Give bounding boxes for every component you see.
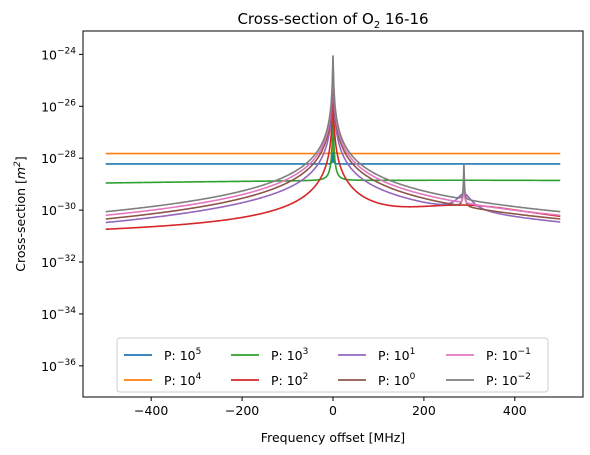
y-tick-label: 10−30 xyxy=(41,202,76,218)
y-tick-label: 10−26 xyxy=(41,98,76,114)
y-axis: 10−24 10−26 10−28 10−30 10−32 10−34 10−36 xyxy=(41,46,83,374)
legend-label: P: 10−1 xyxy=(486,347,531,363)
x-axis-label: Frequency offset [MHz] xyxy=(261,430,405,445)
chart-title-main: Cross-section of O xyxy=(237,10,373,28)
x-tick-label: 0 xyxy=(329,403,337,418)
series-line-8 xyxy=(105,55,561,213)
legend-items: P: 105 P: 104 P: 103 P: 102 P: 101 P: 100 P: 1… xyxy=(124,347,531,388)
legend-label: P: 104 xyxy=(164,372,202,388)
x-tick-label: −200 xyxy=(225,403,259,418)
y-tick-label: 10−34 xyxy=(41,306,76,322)
y-axis-label-unit-exponent: 2 xyxy=(13,161,23,167)
y-tick-label: 10−24 xyxy=(41,46,76,62)
legend: P: 105 P: 104 P: 103 P: 102 P: 101 P: 100 P: 1… xyxy=(116,337,549,393)
chart-title-subscript: 2 xyxy=(374,20,380,31)
chart-title-suffix: 16-16 xyxy=(380,10,428,28)
x-tick-label: 400 xyxy=(503,403,527,418)
legend-label: P: 10−2 xyxy=(486,372,531,388)
series-line-1 xyxy=(105,148,561,165)
x-tick-label: 200 xyxy=(412,403,436,418)
chart-title: Cross-section of O2 16-16 xyxy=(237,10,428,31)
x-axis: −400 −200 0 200 400 xyxy=(134,397,527,418)
y-tick-label: 10−36 xyxy=(41,358,76,374)
y-axis-label-unit: m xyxy=(13,167,28,179)
y-axis-label-suffix: ] xyxy=(13,156,28,161)
series-layer xyxy=(105,55,561,231)
legend-label: P: 102 xyxy=(271,372,308,388)
legend-label: P: 103 xyxy=(271,347,308,363)
legend-box xyxy=(116,337,549,393)
y-axis-label-main: Cross-section [ xyxy=(13,179,28,272)
legend-label: P: 105 xyxy=(164,347,201,363)
y-tick-label: 10−32 xyxy=(41,254,76,270)
x-tick-label: −400 xyxy=(134,403,168,418)
legend-label: P: 101 xyxy=(378,347,415,363)
series-line-3 xyxy=(105,113,561,184)
legend-label: P: 100 xyxy=(378,372,416,388)
y-axis-label: Cross-section [m2] xyxy=(13,156,28,271)
y-tick-label: 10−28 xyxy=(41,150,76,166)
